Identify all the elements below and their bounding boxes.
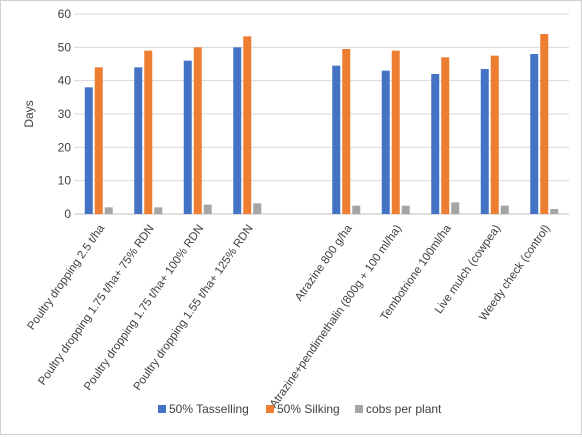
bar: [342, 49, 351, 214]
bar: [203, 204, 212, 214]
bar: [401, 205, 410, 214]
bar: [243, 36, 252, 215]
legend-swatch: [355, 405, 363, 413]
legend: 50% Tasselling 50% Silking cobs per plant: [158, 402, 442, 416]
bar: [451, 202, 460, 214]
legend-swatch: [158, 405, 166, 413]
gridlines: [74, 13, 569, 215]
bar: [134, 67, 143, 214]
y-tick-label: 40: [58, 74, 72, 88]
bar: [441, 57, 450, 215]
legend-label: 50% Silking: [277, 402, 340, 416]
bars: [84, 34, 559, 215]
bar: [104, 207, 113, 214]
y-tick-label: 50: [58, 40, 72, 54]
bar: [332, 65, 341, 215]
bar: [253, 203, 262, 214]
bar: [352, 205, 361, 214]
bar: [154, 207, 163, 214]
bar: [183, 60, 192, 214]
legend-label: 50% Tasselling: [169, 402, 249, 416]
bar: [144, 50, 153, 214]
y-tick-labels: 0 10 20 30 40 50 60: [58, 7, 72, 221]
bar: [381, 70, 390, 215]
bar: [431, 74, 440, 214]
bar: [530, 54, 539, 214]
bar: [480, 69, 489, 214]
y-tick-label: 0: [64, 207, 71, 221]
y-tick-label: 60: [58, 7, 72, 21]
y-tick-label: 10: [58, 174, 72, 188]
bar: [94, 67, 103, 214]
legend-swatch: [266, 405, 274, 413]
y-axis-label: Days: [22, 100, 36, 127]
bar: [490, 55, 499, 214]
bar: [193, 47, 202, 215]
bar: [84, 87, 93, 214]
y-tick-label: 20: [58, 140, 72, 154]
bar: [233, 47, 242, 215]
bar: [550, 209, 559, 214]
bar: [391, 50, 400, 214]
bar: [500, 205, 509, 214]
bar: [540, 34, 549, 214]
legend-label: cobs per plant: [366, 402, 442, 416]
y-tick-label: 30: [58, 107, 72, 121]
